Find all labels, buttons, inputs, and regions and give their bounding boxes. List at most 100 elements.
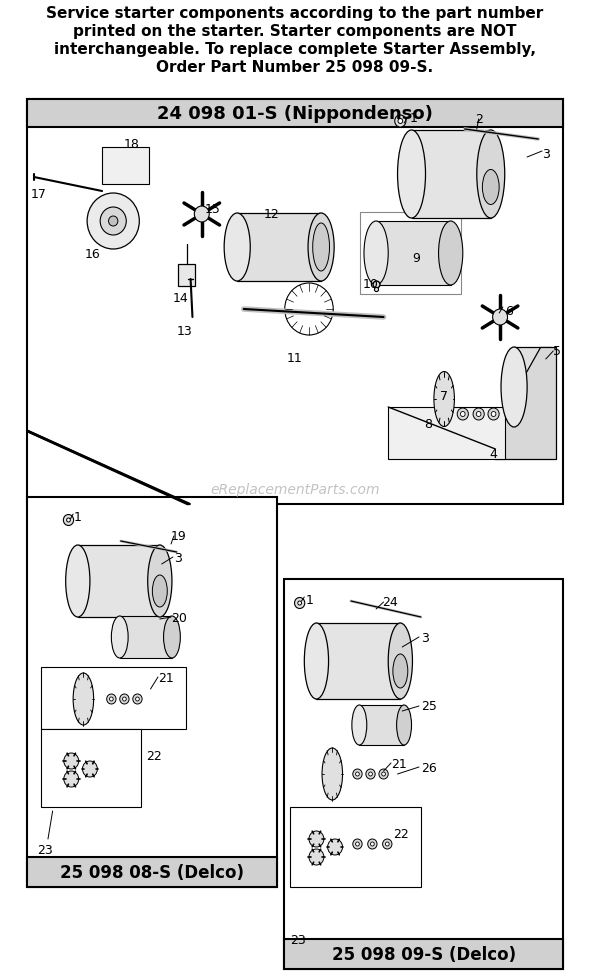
Ellipse shape	[488, 408, 499, 420]
Text: 14: 14	[172, 292, 188, 305]
Bar	[359, 705, 404, 745]
Text: 24 098 01-S (Nippondenso): 24 098 01-S (Nippondenso)	[157, 105, 433, 123]
Text: Order Part Number 25 098 09-S.: Order Part Number 25 098 09-S.	[156, 60, 434, 75]
Bar	[412, 131, 491, 219]
Text: 23: 23	[290, 933, 306, 946]
Text: 1: 1	[305, 593, 313, 607]
Ellipse shape	[501, 348, 527, 428]
Bar	[360, 213, 461, 295]
Text: 7: 7	[440, 390, 448, 403]
Text: 11: 11	[287, 352, 303, 364]
Ellipse shape	[123, 698, 126, 701]
Text: eReplacementParts.com: eReplacementParts.com	[210, 483, 380, 496]
Bar	[28, 100, 562, 504]
Ellipse shape	[313, 224, 329, 272]
Text: 3: 3	[174, 551, 182, 565]
Ellipse shape	[398, 119, 402, 124]
Ellipse shape	[309, 831, 324, 847]
Bar	[178, 265, 195, 286]
Text: 4: 4	[490, 447, 497, 460]
Text: 8: 8	[424, 417, 432, 431]
Text: 13: 13	[176, 324, 192, 338]
Ellipse shape	[385, 842, 389, 846]
Ellipse shape	[136, 698, 139, 701]
Ellipse shape	[434, 372, 454, 427]
Ellipse shape	[110, 698, 113, 701]
Text: 3: 3	[421, 631, 429, 645]
Polygon shape	[388, 407, 505, 459]
Polygon shape	[41, 667, 186, 729]
Text: 6: 6	[505, 305, 513, 318]
Ellipse shape	[152, 575, 168, 608]
Ellipse shape	[368, 839, 377, 849]
Ellipse shape	[395, 116, 406, 128]
Text: 23: 23	[37, 843, 53, 856]
Polygon shape	[290, 807, 421, 887]
Text: 9: 9	[412, 252, 420, 265]
Polygon shape	[496, 348, 556, 459]
Text: 25 098 08-S (Delco): 25 098 08-S (Delco)	[60, 863, 244, 881]
Ellipse shape	[100, 208, 126, 235]
Polygon shape	[102, 148, 149, 185]
Text: 19: 19	[171, 530, 187, 542]
Text: 25: 25	[421, 700, 437, 712]
Text: 2: 2	[475, 113, 483, 126]
Ellipse shape	[438, 222, 463, 285]
Ellipse shape	[457, 408, 468, 420]
Ellipse shape	[473, 408, 484, 420]
Bar	[284, 939, 563, 969]
Text: 26: 26	[421, 761, 437, 774]
Ellipse shape	[65, 545, 90, 617]
Text: 20: 20	[171, 612, 187, 624]
Ellipse shape	[327, 839, 343, 855]
Ellipse shape	[87, 193, 139, 250]
Ellipse shape	[224, 214, 250, 281]
Ellipse shape	[356, 842, 359, 846]
Ellipse shape	[133, 695, 142, 704]
Ellipse shape	[322, 748, 343, 800]
Bar	[376, 222, 451, 285]
Ellipse shape	[353, 769, 362, 780]
Ellipse shape	[73, 673, 94, 725]
Text: 22: 22	[393, 828, 409, 840]
Ellipse shape	[393, 655, 408, 688]
Bar	[284, 579, 563, 969]
Ellipse shape	[83, 761, 97, 778]
Text: printed on the starter. Starter components are NOT: printed on the starter. Starter componen…	[73, 24, 517, 39]
Text: 21: 21	[391, 757, 407, 770]
Text: 17: 17	[30, 188, 46, 201]
Text: 24: 24	[382, 595, 398, 609]
Text: Service starter components according to the part number: Service starter components according to …	[47, 6, 543, 21]
Ellipse shape	[67, 519, 70, 523]
Ellipse shape	[369, 772, 372, 776]
Ellipse shape	[64, 753, 78, 769]
Ellipse shape	[493, 310, 507, 325]
Bar	[28, 100, 562, 128]
Ellipse shape	[309, 849, 324, 865]
Ellipse shape	[64, 771, 78, 787]
Text: 16: 16	[85, 248, 100, 261]
Ellipse shape	[298, 602, 301, 606]
Ellipse shape	[364, 222, 388, 285]
Bar	[28, 857, 277, 887]
Ellipse shape	[353, 839, 362, 849]
Text: interchangeable. To replace complete Starter Assembly,: interchangeable. To replace complete Sta…	[54, 42, 536, 57]
Text: 3: 3	[542, 148, 549, 161]
Text: 25 098 09-S (Delco): 25 098 09-S (Delco)	[332, 945, 516, 963]
Ellipse shape	[483, 170, 499, 205]
Ellipse shape	[112, 616, 128, 658]
Polygon shape	[41, 729, 141, 807]
Text: 15: 15	[205, 203, 221, 216]
Ellipse shape	[371, 842, 374, 846]
Ellipse shape	[379, 769, 388, 780]
Ellipse shape	[491, 412, 496, 417]
Text: 1: 1	[74, 510, 82, 524]
Ellipse shape	[383, 839, 392, 849]
Ellipse shape	[398, 131, 425, 219]
Text: 22: 22	[146, 749, 162, 762]
Ellipse shape	[107, 695, 116, 704]
Text: 12: 12	[264, 208, 280, 221]
Bar	[237, 214, 321, 281]
Bar	[28, 497, 277, 887]
Ellipse shape	[356, 772, 359, 776]
